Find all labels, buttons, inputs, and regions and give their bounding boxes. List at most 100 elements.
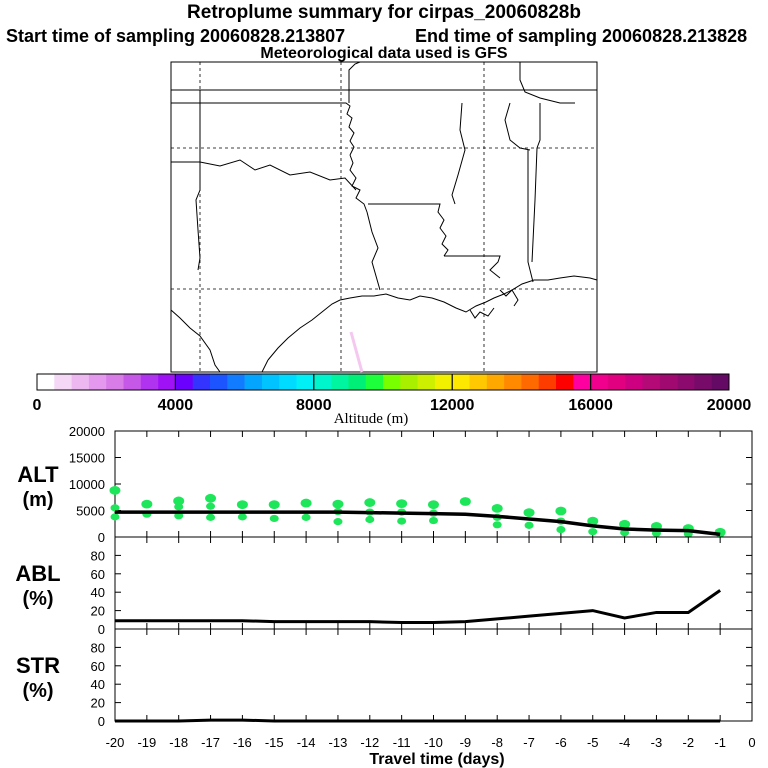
y-tick-label: 20 <box>91 696 105 711</box>
colorbar-swatch <box>486 374 505 390</box>
altitude-point <box>237 513 247 521</box>
colorbar-tick-label: 8000 <box>296 397 332 414</box>
altitude-point <box>301 513 311 521</box>
chart-panels: 05000100001500020000ALT(m)020406080ABL(%… <box>15 424 753 729</box>
altitude-point <box>491 503 503 513</box>
panel-frame <box>114 536 753 630</box>
altitude-point <box>397 517 407 525</box>
series-line-str <box>115 718 721 723</box>
y-tick-label: 60 <box>91 567 105 582</box>
colorbar-swatch <box>694 374 712 390</box>
x-tick-label: -6 <box>555 735 567 750</box>
x-tick-label: -16 <box>233 735 252 750</box>
y-tick-label: 0 <box>98 530 105 545</box>
x-tick-label: -4 <box>619 735 631 750</box>
x-tick-label: -14 <box>297 735 316 750</box>
altitude-point <box>620 529 630 537</box>
x-axis: -20 -19 -18 -17 -16 -15 -14 -13 -12 -11 -10 -9 -8 -7-… <box>106 735 756 750</box>
y-tick-label: 40 <box>91 585 105 600</box>
colorbar-swatch <box>279 374 297 390</box>
altitude-point <box>332 499 344 509</box>
colorbar-swatch <box>331 374 349 390</box>
colorbar-tick-label: 4000 <box>158 397 194 414</box>
y-tick-label: 40 <box>91 677 105 692</box>
colorbar-swatch <box>88 374 107 390</box>
y-tick-label: 0 <box>98 622 105 637</box>
colorbar-swatch <box>469 374 488 390</box>
colorbar-swatch <box>711 374 730 390</box>
altitude-point <box>459 497 471 506</box>
x-tick-label: -20 <box>106 735 125 750</box>
altitude-point <box>268 500 280 510</box>
altitude-point <box>205 493 217 503</box>
colorbar-swatch <box>261 374 280 390</box>
retroplume-trace <box>349 331 364 373</box>
x-tick-label: -18 <box>169 735 188 750</box>
colorbar-tick-label: 12000 <box>430 397 475 414</box>
altitude-point <box>365 515 375 524</box>
altitude-point <box>492 521 502 529</box>
colorbar-swatch <box>313 374 332 390</box>
colorbar-swatch <box>244 374 263 390</box>
colorbar-swatch <box>140 374 159 390</box>
panel-abl: 0 20 40 60 80 ABL(%) <box>15 536 753 637</box>
altitude-point <box>206 502 216 510</box>
colorbar-swatch <box>677 374 695 390</box>
colorbar-swatch <box>556 374 574 390</box>
panel-ylabel: ABL <box>15 561 60 586</box>
x-tick-label: -7 <box>523 735 535 750</box>
altitude-point <box>174 503 184 511</box>
colorbar-tick-labels: 0 4000 8000 12000 16000 20000 <box>33 374 751 414</box>
x-tick-label: -17 <box>201 735 220 750</box>
colorbar-swatch <box>71 374 90 390</box>
altitude-point <box>364 498 376 507</box>
altitude-point <box>333 518 343 526</box>
colorbar-swatch <box>400 374 418 390</box>
colorbar-swatch <box>210 374 228 390</box>
x-tick-label: -10 <box>424 735 443 750</box>
altitude-point <box>588 528 598 536</box>
y-tick-label: 5000 <box>76 504 105 519</box>
y-tick-label: 15000 <box>69 451 105 466</box>
colorbar-swatch <box>573 374 591 390</box>
panel-ylabel-unit: (m) <box>22 489 53 511</box>
map-panel <box>170 61 598 373</box>
y-tick-label: 10000 <box>69 477 105 492</box>
x-axis-label: Travel time (days) <box>369 751 504 768</box>
colorbar-swatch <box>590 374 609 390</box>
panel-ylabel: STR <box>16 653 60 678</box>
colorbar-frame <box>36 373 730 391</box>
y-tick-label: 60 <box>91 659 105 674</box>
colorbar-swatch <box>296 374 315 390</box>
x-tick-label: -1 <box>714 735 726 750</box>
colorbar-swatch <box>434 374 453 390</box>
colorbar-swatch <box>625 374 643 390</box>
colorbar-swatch <box>659 374 678 390</box>
altitude-point <box>619 519 631 529</box>
colorbar-swatch <box>192 374 211 390</box>
x-tick-label: -9 <box>460 735 472 750</box>
y-tick-label: 0 <box>98 714 105 729</box>
altitude-point <box>206 513 216 521</box>
y-tick-label: 20000 <box>69 424 105 439</box>
colorbar-swatch <box>227 374 245 390</box>
altitude-point <box>141 499 153 509</box>
colorbar-swatch <box>521 374 539 390</box>
x-tick-label: -13 <box>329 735 348 750</box>
x-tick-label: -3 <box>651 735 663 750</box>
panel-str: 0 20 40 60 80 STR(%) <box>16 628 753 729</box>
colorbar-swatch <box>607 374 626 390</box>
x-tick-label: -2 <box>683 735 695 750</box>
end-time-label: End time of sampling 20060828.213828 <box>415 26 748 46</box>
colorbar-tick-label: 16000 <box>568 397 613 414</box>
mean-altitude-line <box>115 510 721 537</box>
altitude-point <box>428 500 439 510</box>
x-tick-label: -12 <box>360 735 379 750</box>
colorbar-swatch <box>417 374 436 390</box>
altitude-point <box>174 512 184 520</box>
map-borders <box>170 61 598 373</box>
colorbar-swatch <box>383 374 401 390</box>
x-tick-label: -8 <box>491 735 503 750</box>
altitude-point <box>173 496 185 506</box>
altitude-point <box>555 506 567 516</box>
